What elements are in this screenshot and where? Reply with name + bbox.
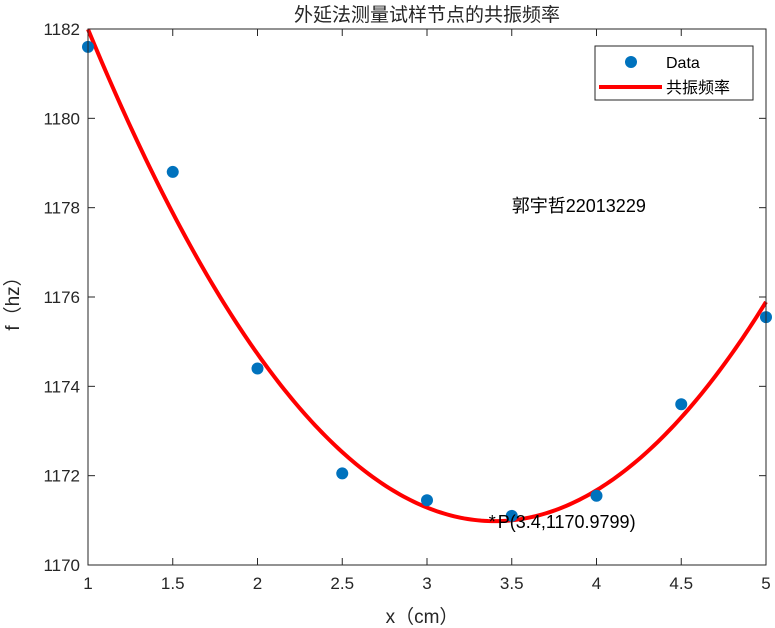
y-tick-label: 1182 (43, 20, 80, 39)
curve-layer (86, 28, 768, 524)
x-tick-label: 2 (253, 574, 262, 593)
data-point (166, 165, 179, 178)
vertex-label: P(3.4,1170.9799) (498, 512, 636, 532)
y-tick-label: 1172 (43, 467, 80, 486)
data-point (675, 398, 688, 411)
x-tick-label: 1 (83, 574, 92, 593)
x-tick-label: 4.5 (669, 574, 693, 593)
y-axis-label: f（hz） (2, 267, 24, 330)
data-point (421, 494, 433, 507)
legend-marker-data (625, 56, 637, 68)
data-point (505, 509, 518, 522)
y-tick-label: 1170 (43, 556, 80, 575)
y-tick-label: 1180 (43, 109, 80, 128)
legend-box (594, 45, 754, 101)
y-tick-label: 1176 (43, 288, 80, 307)
annotation-layer: 郭宇哲22013229 * P(3.4,1170.9799) (489, 196, 646, 532)
x-tick-label: 2.5 (330, 574, 354, 593)
x-tick-label: 1.5 (161, 574, 185, 593)
x-tick-label: 3.5 (500, 574, 524, 593)
legend-label-data: Data (666, 55, 700, 72)
chart-title: 外延法测量试样节点的共振频率 (294, 4, 560, 26)
x-tick-label: 4 (592, 574, 601, 593)
x-tick-label: 3 (422, 574, 431, 593)
x-tick-label: 5 (761, 574, 770, 593)
y-tick-label: 1174 (43, 377, 80, 396)
y-tick-label: 1178 (43, 199, 80, 218)
legend: Data 共振频率 (594, 45, 754, 101)
fit-curve-line (86, 28, 768, 524)
author-annotation: 郭宇哲22013229 (512, 196, 646, 216)
data-point (336, 467, 349, 480)
tick-layer: 1 1.5 2 2.5 3 3.5 4 4.5 5 1170 1172 1174 1176 1178 118… (43, 20, 770, 593)
x-axis-label: x（cm） (386, 606, 459, 628)
data-point (251, 362, 264, 375)
legend-label-resonance: 共振频率 (666, 79, 730, 97)
vertex-marker: * (489, 512, 496, 532)
data-point (590, 489, 603, 502)
